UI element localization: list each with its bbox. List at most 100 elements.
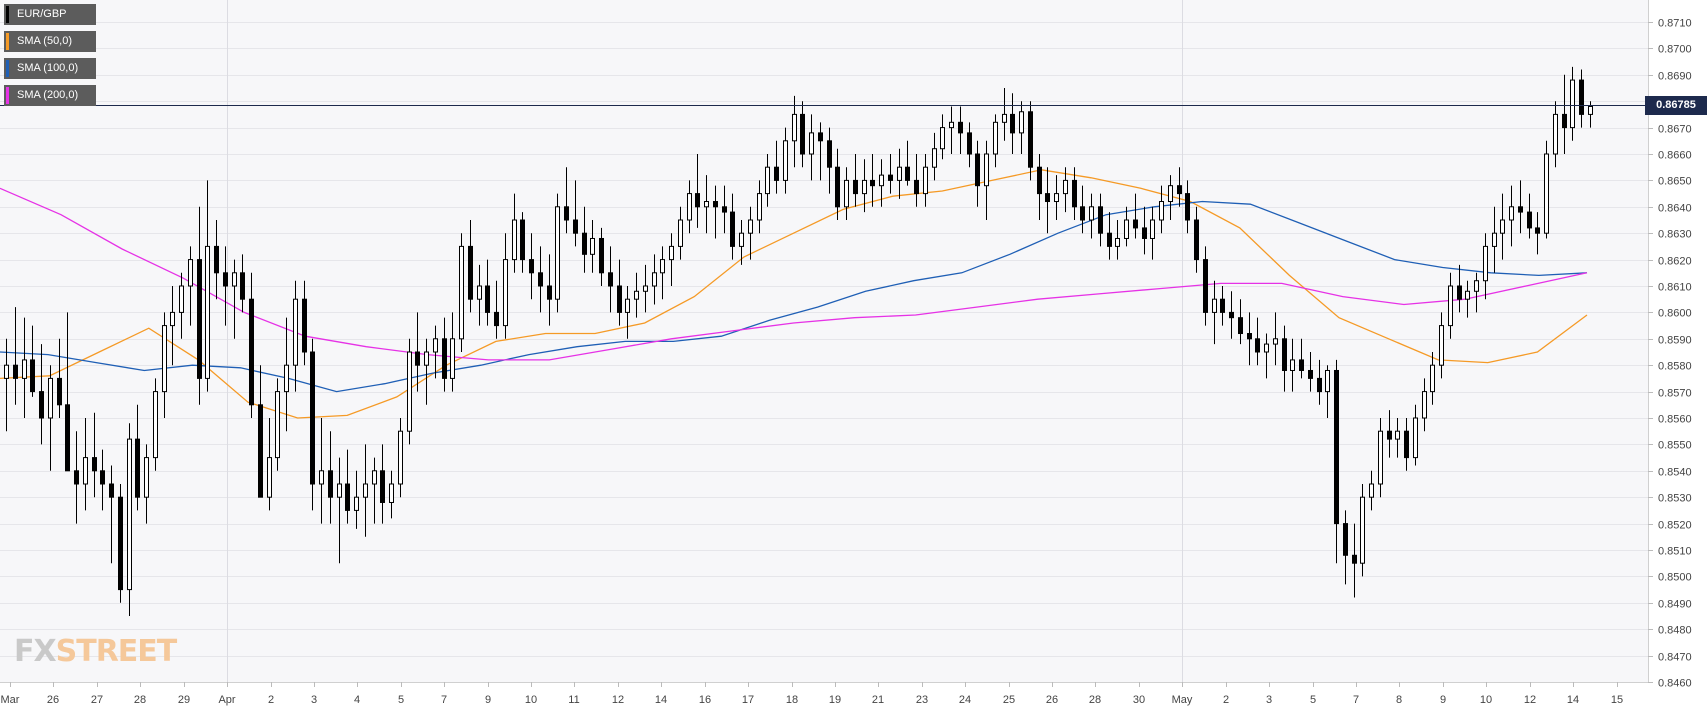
- candle: [240, 254, 245, 313]
- candle: [634, 272, 639, 318]
- legend-item-sma50[interactable]: SMA (50,0): [4, 31, 96, 52]
- y-tick-label: 0.8660: [1658, 150, 1692, 162]
- candle: [1115, 220, 1120, 260]
- candle-body-down: [520, 219, 525, 261]
- candle-body-down: [1185, 193, 1190, 221]
- x-tick-label: 11: [568, 694, 579, 706]
- y-tick-label: 0.8640: [1658, 203, 1692, 215]
- candle: [214, 220, 219, 300]
- legend-label-eurgbp: EUR/GBP: [17, 8, 67, 20]
- candle: [179, 272, 184, 339]
- candle-body-up: [48, 377, 53, 419]
- candle-body-down: [1457, 285, 1462, 300]
- candle: [57, 338, 62, 418]
- candle: [967, 122, 972, 168]
- x-tick-label: 29: [178, 694, 190, 706]
- legend-item-sma100[interactable]: SMA (100,0): [4, 58, 96, 79]
- candle: [494, 280, 499, 339]
- candle-body-up: [1089, 206, 1094, 221]
- x-tick-label: Mar: [1, 694, 20, 706]
- candle: [1343, 510, 1348, 585]
- candle-body-down: [958, 121, 963, 134]
- logo-fx: FX: [14, 634, 57, 669]
- candle-body-down: [1177, 185, 1182, 195]
- candle: [450, 312, 455, 392]
- candle-body-up: [424, 351, 429, 366]
- candle: [1220, 286, 1225, 326]
- candle-body-down: [967, 132, 972, 155]
- candle: [1422, 378, 1427, 432]
- candle: [582, 206, 587, 273]
- candle: [1028, 101, 1033, 181]
- candle: [573, 180, 578, 247]
- candle: [258, 365, 263, 498]
- candle: [1194, 206, 1199, 273]
- legend-item-eurgbp[interactable]: EUR/GBP: [4, 4, 96, 25]
- sma-line-50: [0, 169, 1588, 419]
- candle: [914, 154, 919, 207]
- x-tick-label: 23: [916, 694, 928, 706]
- candle: [1299, 338, 1304, 379]
- candle: [599, 227, 604, 286]
- candle-body-down: [1028, 111, 1033, 168]
- candle-body-down: [730, 211, 735, 247]
- candle-body-down: [135, 438, 140, 498]
- candle: [1133, 193, 1138, 239]
- candle-body-down: [214, 245, 219, 274]
- candle-body-up: [1465, 290, 1470, 300]
- candle-body-up: [739, 232, 744, 247]
- y-tick-label: 0.8550: [1658, 440, 1692, 452]
- candle-body-down: [415, 351, 420, 366]
- legend-swatch-eurgbp: [6, 6, 9, 23]
- candle-body-up: [1474, 280, 1479, 292]
- candle: [590, 220, 595, 273]
- candle: [118, 484, 123, 603]
- candle: [284, 317, 289, 432]
- candle-body-down: [1527, 211, 1532, 229]
- candle-body-down: [13, 364, 18, 379]
- candle: [695, 154, 700, 228]
- x-tick-label: 3: [311, 694, 317, 706]
- candle-body-up: [1369, 483, 1374, 498]
- candle: [520, 212, 525, 273]
- candle: [958, 106, 963, 154]
- y-tick-label: 0.8590: [1658, 335, 1692, 347]
- candle: [162, 312, 167, 418]
- candles: [4, 66, 1593, 616]
- y-tick-label: 0.8470: [1658, 652, 1692, 664]
- candle-body-up: [1378, 430, 1383, 485]
- x-tick-label: 15: [1611, 694, 1623, 706]
- candle: [1334, 359, 1339, 564]
- candle-body-down: [1247, 333, 1252, 340]
- candle-body-down: [1072, 179, 1077, 208]
- y-tick-label: 0.8500: [1658, 572, 1692, 584]
- candle-body-up: [363, 483, 368, 498]
- candle: [372, 457, 377, 524]
- x-tick-label: 8: [1396, 694, 1402, 706]
- candle: [380, 444, 385, 524]
- candle: [407, 338, 412, 445]
- candle: [1185, 180, 1190, 234]
- candle-body-down: [240, 272, 245, 300]
- legend-item-sma200[interactable]: SMA (200,0): [4, 85, 96, 106]
- candle: [1457, 264, 1462, 313]
- candle-body-up: [1395, 430, 1400, 440]
- candle-body-up: [783, 140, 788, 181]
- candle: [1378, 418, 1383, 498]
- candle: [1369, 470, 1374, 511]
- candle-body-down: [573, 219, 578, 234]
- candle: [1483, 233, 1488, 300]
- y-tick-label: 0.8670: [1658, 124, 1692, 136]
- legend-label-sma100: SMA (100,0): [17, 62, 79, 74]
- x-tick-label: 9: [485, 694, 491, 706]
- x-axis: Mar 26 27 28 29 Apr 2 3 4 5 7 9 10 11 12 14 16 17 18 19 21 23…: [1, 682, 1623, 706]
- candle-body-down: [529, 259, 534, 274]
- candle-body-down: [1037, 166, 1042, 195]
- candle-body-down: [302, 298, 307, 353]
- candle-body-up: [337, 483, 342, 498]
- y-tick-label: 0.8690: [1658, 71, 1692, 83]
- candle-body-up: [660, 259, 665, 274]
- candle: [512, 193, 517, 273]
- candle: [1159, 185, 1164, 234]
- candle: [1544, 140, 1549, 239]
